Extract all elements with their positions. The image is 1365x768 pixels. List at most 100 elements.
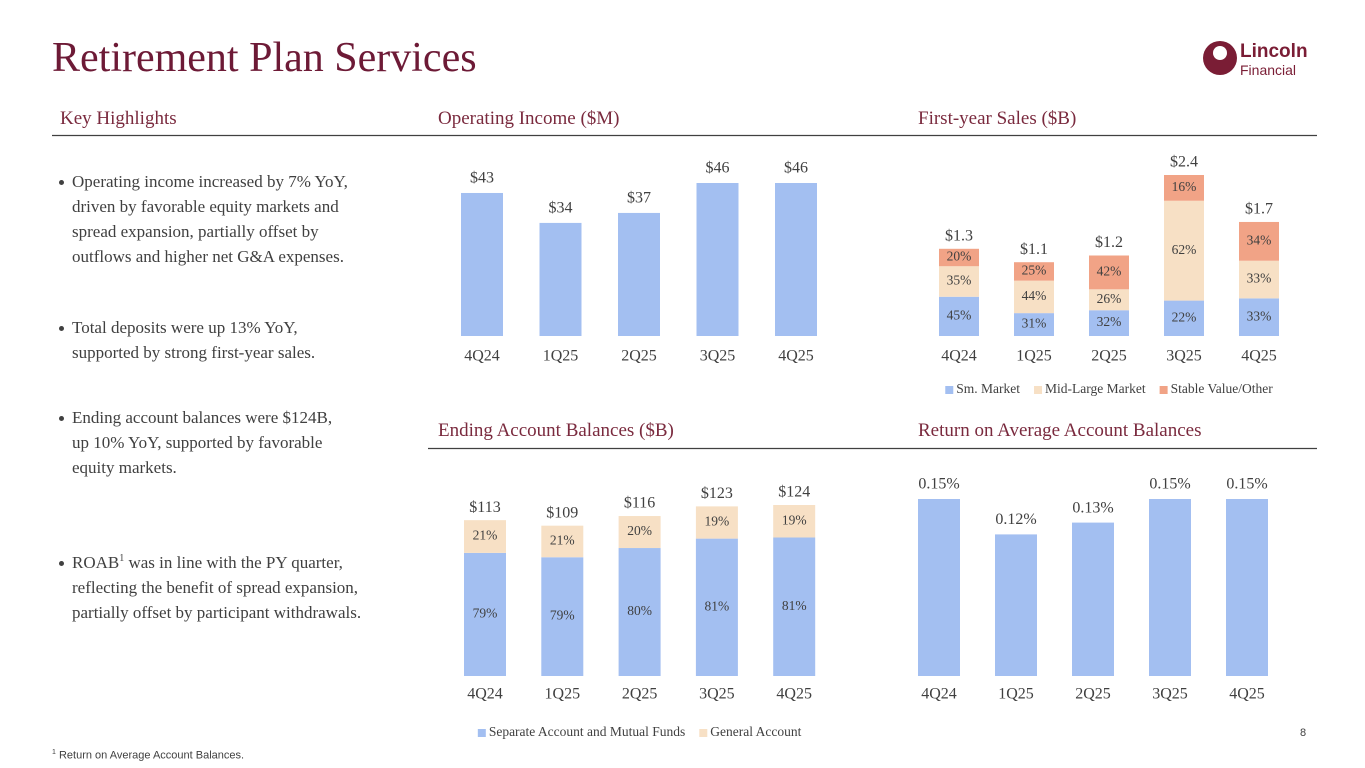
bar-segment [773, 537, 816, 676]
legend-swatch [699, 729, 708, 737]
x-tick-label: 2Q25 [1075, 686, 1111, 703]
bullet-text: Ending account balances were $124B, [72, 408, 333, 427]
x-tick-label: 2Q25 [621, 348, 657, 365]
legend-label: Sm. Market [956, 381, 1020, 396]
value-label: 0.12% [995, 511, 1036, 528]
bar-segment [1014, 262, 1054, 281]
segment-label: 79% [550, 608, 575, 623]
x-tick-label: 2Q25 [622, 686, 658, 703]
x-tick-label: 3Q25 [1166, 348, 1202, 365]
x-tick-label: 4Q25 [776, 686, 812, 703]
legend-swatch [945, 386, 954, 394]
legend-label: Stable Value/Other [1171, 381, 1274, 396]
segment-label: 32% [1097, 314, 1122, 329]
segment-label: 19% [705, 514, 730, 529]
bullet-dot [59, 180, 64, 185]
bar-segment [1089, 255, 1129, 290]
chart-title: Return on Average Account Balances [918, 420, 1202, 441]
bullet-line: driven by favorable equity markets and [72, 194, 339, 219]
x-tick-label: 4Q25 [778, 348, 814, 365]
footnote: 1 Return on Average Account Balances. [52, 749, 244, 762]
value-label: $46 [784, 160, 808, 177]
x-tick-label: 4Q24 [941, 348, 977, 365]
bar [1072, 522, 1114, 676]
legend-swatch [1034, 386, 1043, 394]
bar-segment [1164, 175, 1204, 201]
x-tick-label: 1Q25 [545, 686, 581, 703]
segment-label: 21% [550, 533, 575, 548]
logo-face [1213, 46, 1227, 60]
footnote-marker: 1 [52, 749, 56, 756]
bar-segment [541, 525, 584, 558]
value-label: $43 [470, 170, 494, 187]
bar [539, 222, 582, 336]
bullet-sup: 1 [119, 553, 125, 564]
segment-label: 62% [1172, 242, 1197, 257]
bullet-line: reflecting the benefit of spread expansi… [72, 575, 358, 600]
segment-label: 33% [1247, 308, 1272, 323]
bar [775, 183, 817, 336]
bar-segment [541, 557, 584, 676]
bullet-text: equity markets. [72, 458, 177, 477]
value-label: $46 [706, 160, 730, 177]
bar-segment [1164, 200, 1204, 301]
bar-segment [939, 248, 979, 267]
segment-label: 25% [1022, 263, 1047, 278]
chart-title: First-year Sales ($B) [918, 108, 1077, 129]
chart-title: Ending Account Balances ($B) [438, 420, 674, 441]
bar-segment [464, 520, 506, 553]
total-label: $124 [778, 484, 810, 501]
segment-label: 19% [782, 512, 807, 527]
x-tick-label: 1Q25 [998, 686, 1034, 703]
total-label: $1.2 [1095, 234, 1123, 251]
bullet-line: equity markets. [72, 455, 177, 480]
value-label: 0.15% [1149, 476, 1190, 493]
segment-label: 20% [627, 523, 652, 538]
x-tick-label: 3Q25 [699, 686, 735, 703]
bar [918, 499, 960, 676]
bullet-text: up 10% YoY, supported by favorable [72, 433, 323, 452]
legend: Sm. Market Mid-Large Market Stable Value/O… [945, 381, 1273, 396]
bar-segment [695, 506, 738, 539]
total-label: $109 [546, 504, 578, 521]
legend: Separate Account and Mutual Funds General… [477, 724, 802, 739]
chart-title: Operating Income ($M) [438, 108, 620, 129]
value-label: 0.15% [918, 476, 959, 493]
bullet-text: Operating income increased by 7% YoY, [72, 172, 348, 191]
x-tick-label: 1Q25 [1016, 348, 1052, 365]
bullet-text: supported by strong first-year sales. [72, 343, 316, 362]
bar-segment [1014, 280, 1054, 314]
bar-segment [939, 266, 979, 297]
segment-label: 79% [473, 606, 498, 621]
segment-label: 45% [947, 307, 972, 322]
segment-label: 34% [1247, 232, 1272, 247]
x-tick-label: 4Q25 [1241, 348, 1277, 365]
segment-label: 20% [947, 249, 972, 264]
x-tick-label: 4Q25 [1229, 686, 1265, 703]
value-label: $37 [627, 190, 651, 207]
total-label: $113 [469, 499, 500, 516]
legend-swatch [1159, 386, 1168, 394]
x-tick-label: 4Q24 [464, 348, 500, 365]
x-tick-label: 4Q24 [467, 686, 503, 703]
x-tick-label: 3Q25 [700, 348, 736, 365]
bar [461, 192, 503, 336]
x-tick-label: 2Q25 [1091, 348, 1127, 365]
segment-label: 21% [473, 528, 498, 543]
bar [995, 534, 1037, 676]
bullet-text: Total deposits were up 13% YoY, [72, 318, 298, 337]
legend-label: Separate Account and Mutual Funds [489, 724, 685, 739]
bar-segment [464, 552, 506, 676]
legend-label: Mid-Large Market [1045, 381, 1146, 396]
bar-segment [618, 548, 661, 676]
total-label: $116 [624, 495, 655, 512]
value-label: 0.15% [1226, 476, 1267, 493]
bullet-line: ROAB1 was in line with the PY quarter, [72, 550, 343, 575]
total-label: $123 [701, 485, 733, 502]
segment-label: 42% [1097, 263, 1122, 278]
segment-label: 26% [1097, 291, 1122, 306]
bar [1149, 499, 1191, 676]
bar-segment [1089, 289, 1129, 311]
logo-text: Financial [1240, 62, 1297, 78]
section-heading: Key Highlights [60, 108, 177, 129]
